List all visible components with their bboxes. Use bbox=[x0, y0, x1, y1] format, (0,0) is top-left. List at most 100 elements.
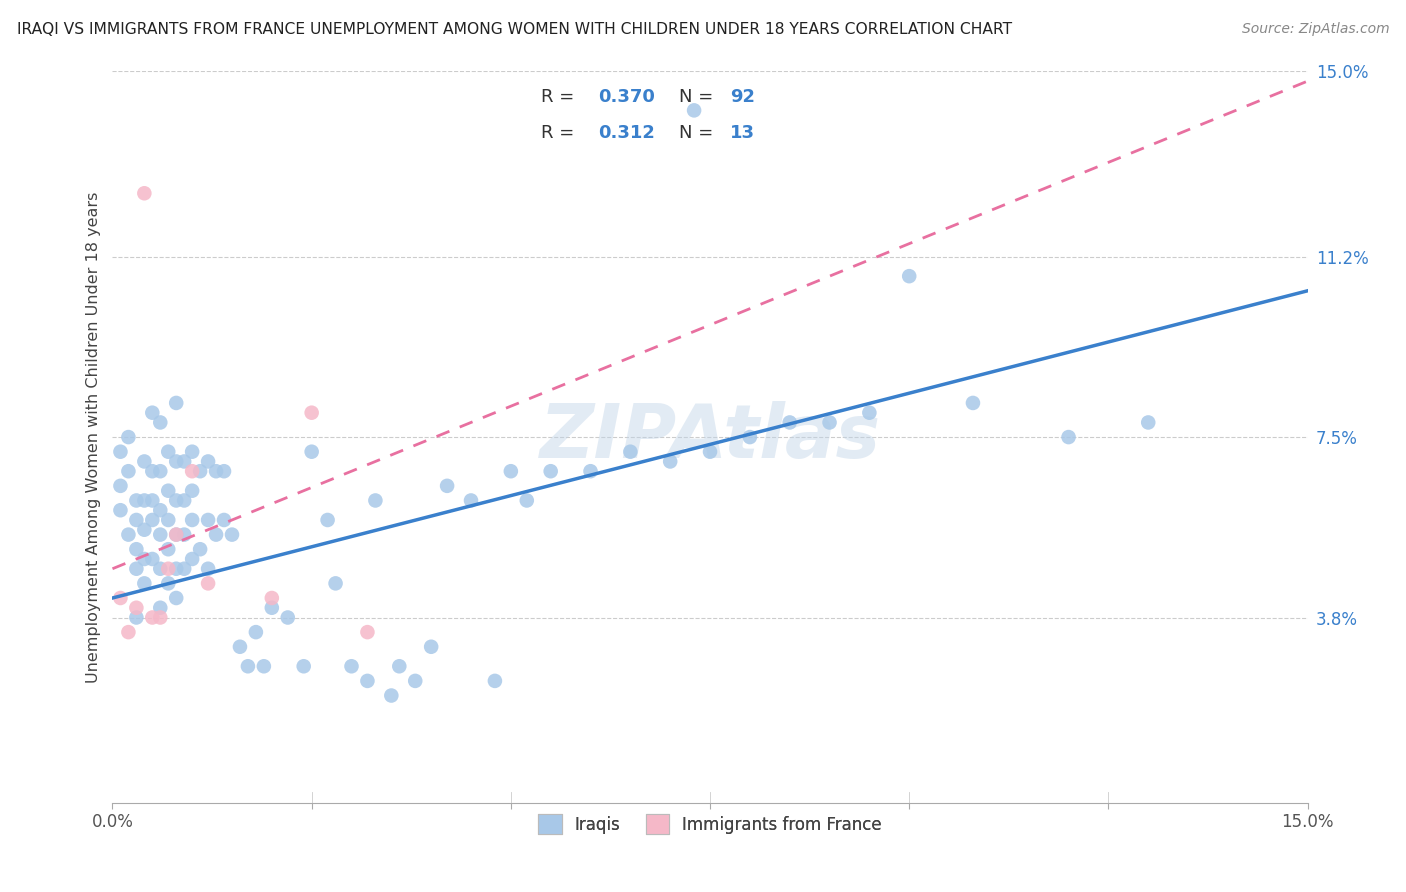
Point bbox=[212, 464, 235, 478]
Point bbox=[205, 527, 228, 541]
Point bbox=[388, 659, 411, 673]
Point bbox=[125, 610, 148, 624]
Point bbox=[619, 444, 641, 458]
Point bbox=[340, 659, 363, 673]
Point bbox=[165, 493, 187, 508]
Point bbox=[173, 527, 195, 541]
Point bbox=[699, 444, 721, 458]
Point bbox=[1057, 430, 1080, 444]
Point bbox=[260, 591, 283, 605]
Point bbox=[125, 600, 148, 615]
Point bbox=[356, 625, 378, 640]
Point bbox=[141, 464, 163, 478]
Point bbox=[380, 689, 402, 703]
Text: Source: ZipAtlas.com: Source: ZipAtlas.com bbox=[1241, 22, 1389, 37]
Point bbox=[173, 562, 195, 576]
Text: 13: 13 bbox=[730, 124, 755, 142]
Point bbox=[134, 523, 156, 537]
Point bbox=[149, 527, 172, 541]
Point bbox=[125, 493, 148, 508]
Point bbox=[117, 430, 139, 444]
Point bbox=[110, 444, 132, 458]
Point bbox=[484, 673, 506, 688]
Point bbox=[253, 659, 276, 673]
Point bbox=[188, 542, 211, 557]
Point bbox=[141, 552, 163, 566]
Text: 0.370: 0.370 bbox=[599, 87, 655, 105]
Point bbox=[221, 527, 243, 541]
Point bbox=[499, 464, 522, 478]
Point bbox=[404, 673, 426, 688]
Point bbox=[516, 493, 538, 508]
Point bbox=[356, 673, 378, 688]
Point bbox=[181, 464, 204, 478]
Point bbox=[197, 576, 219, 591]
Point bbox=[420, 640, 443, 654]
Legend: Iraqis, Immigrants from France: Iraqis, Immigrants from France bbox=[530, 806, 890, 842]
Point bbox=[181, 552, 204, 566]
Point bbox=[188, 464, 211, 478]
Point bbox=[277, 610, 299, 624]
Point bbox=[141, 493, 163, 508]
Point bbox=[157, 562, 180, 576]
Point bbox=[125, 542, 148, 557]
Point bbox=[141, 513, 163, 527]
Point bbox=[149, 464, 172, 478]
Text: ZIPAtlas: ZIPAtlas bbox=[540, 401, 880, 474]
Text: N =: N = bbox=[679, 87, 718, 105]
Point bbox=[110, 479, 132, 493]
Point bbox=[858, 406, 880, 420]
Point bbox=[134, 552, 156, 566]
Point bbox=[149, 562, 172, 576]
Point bbox=[125, 562, 148, 576]
Point bbox=[117, 625, 139, 640]
Point bbox=[165, 396, 187, 410]
Point bbox=[173, 454, 195, 468]
Point bbox=[301, 406, 323, 420]
Point bbox=[134, 454, 156, 468]
Text: IRAQI VS IMMIGRANTS FROM FRANCE UNEMPLOYMENT AMONG WOMEN WITH CHILDREN UNDER 18 : IRAQI VS IMMIGRANTS FROM FRANCE UNEMPLOY… bbox=[17, 22, 1012, 37]
Point bbox=[110, 503, 132, 517]
Point bbox=[149, 600, 172, 615]
Point bbox=[110, 591, 132, 605]
Point bbox=[157, 513, 180, 527]
Point bbox=[962, 396, 984, 410]
Text: 0.312: 0.312 bbox=[599, 124, 655, 142]
Point bbox=[125, 513, 148, 527]
Point bbox=[117, 527, 139, 541]
Point bbox=[229, 640, 252, 654]
Point bbox=[149, 416, 172, 430]
Point bbox=[157, 576, 180, 591]
Point bbox=[364, 493, 387, 508]
Point bbox=[181, 483, 204, 498]
Point bbox=[579, 464, 602, 478]
Point bbox=[197, 513, 219, 527]
Point bbox=[292, 659, 315, 673]
Point bbox=[1137, 416, 1160, 430]
Point bbox=[236, 659, 259, 673]
Point bbox=[436, 479, 458, 493]
Point bbox=[779, 416, 801, 430]
Point bbox=[165, 562, 187, 576]
Point bbox=[316, 513, 339, 527]
Point bbox=[818, 416, 841, 430]
Point bbox=[205, 464, 228, 478]
Point bbox=[157, 542, 180, 557]
Point bbox=[738, 430, 761, 444]
Point bbox=[117, 464, 139, 478]
Point bbox=[197, 454, 219, 468]
Point bbox=[165, 527, 187, 541]
Point bbox=[460, 493, 482, 508]
Point bbox=[197, 562, 219, 576]
Text: R =: R = bbox=[541, 124, 581, 142]
Y-axis label: Unemployment Among Women with Children Under 18 years: Unemployment Among Women with Children U… bbox=[86, 192, 101, 682]
Point bbox=[260, 600, 283, 615]
Point bbox=[141, 610, 163, 624]
Point bbox=[134, 493, 156, 508]
Text: 92: 92 bbox=[730, 87, 755, 105]
Point bbox=[173, 493, 195, 508]
Point bbox=[165, 454, 187, 468]
Point bbox=[301, 444, 323, 458]
Point bbox=[134, 186, 156, 201]
Point bbox=[245, 625, 267, 640]
